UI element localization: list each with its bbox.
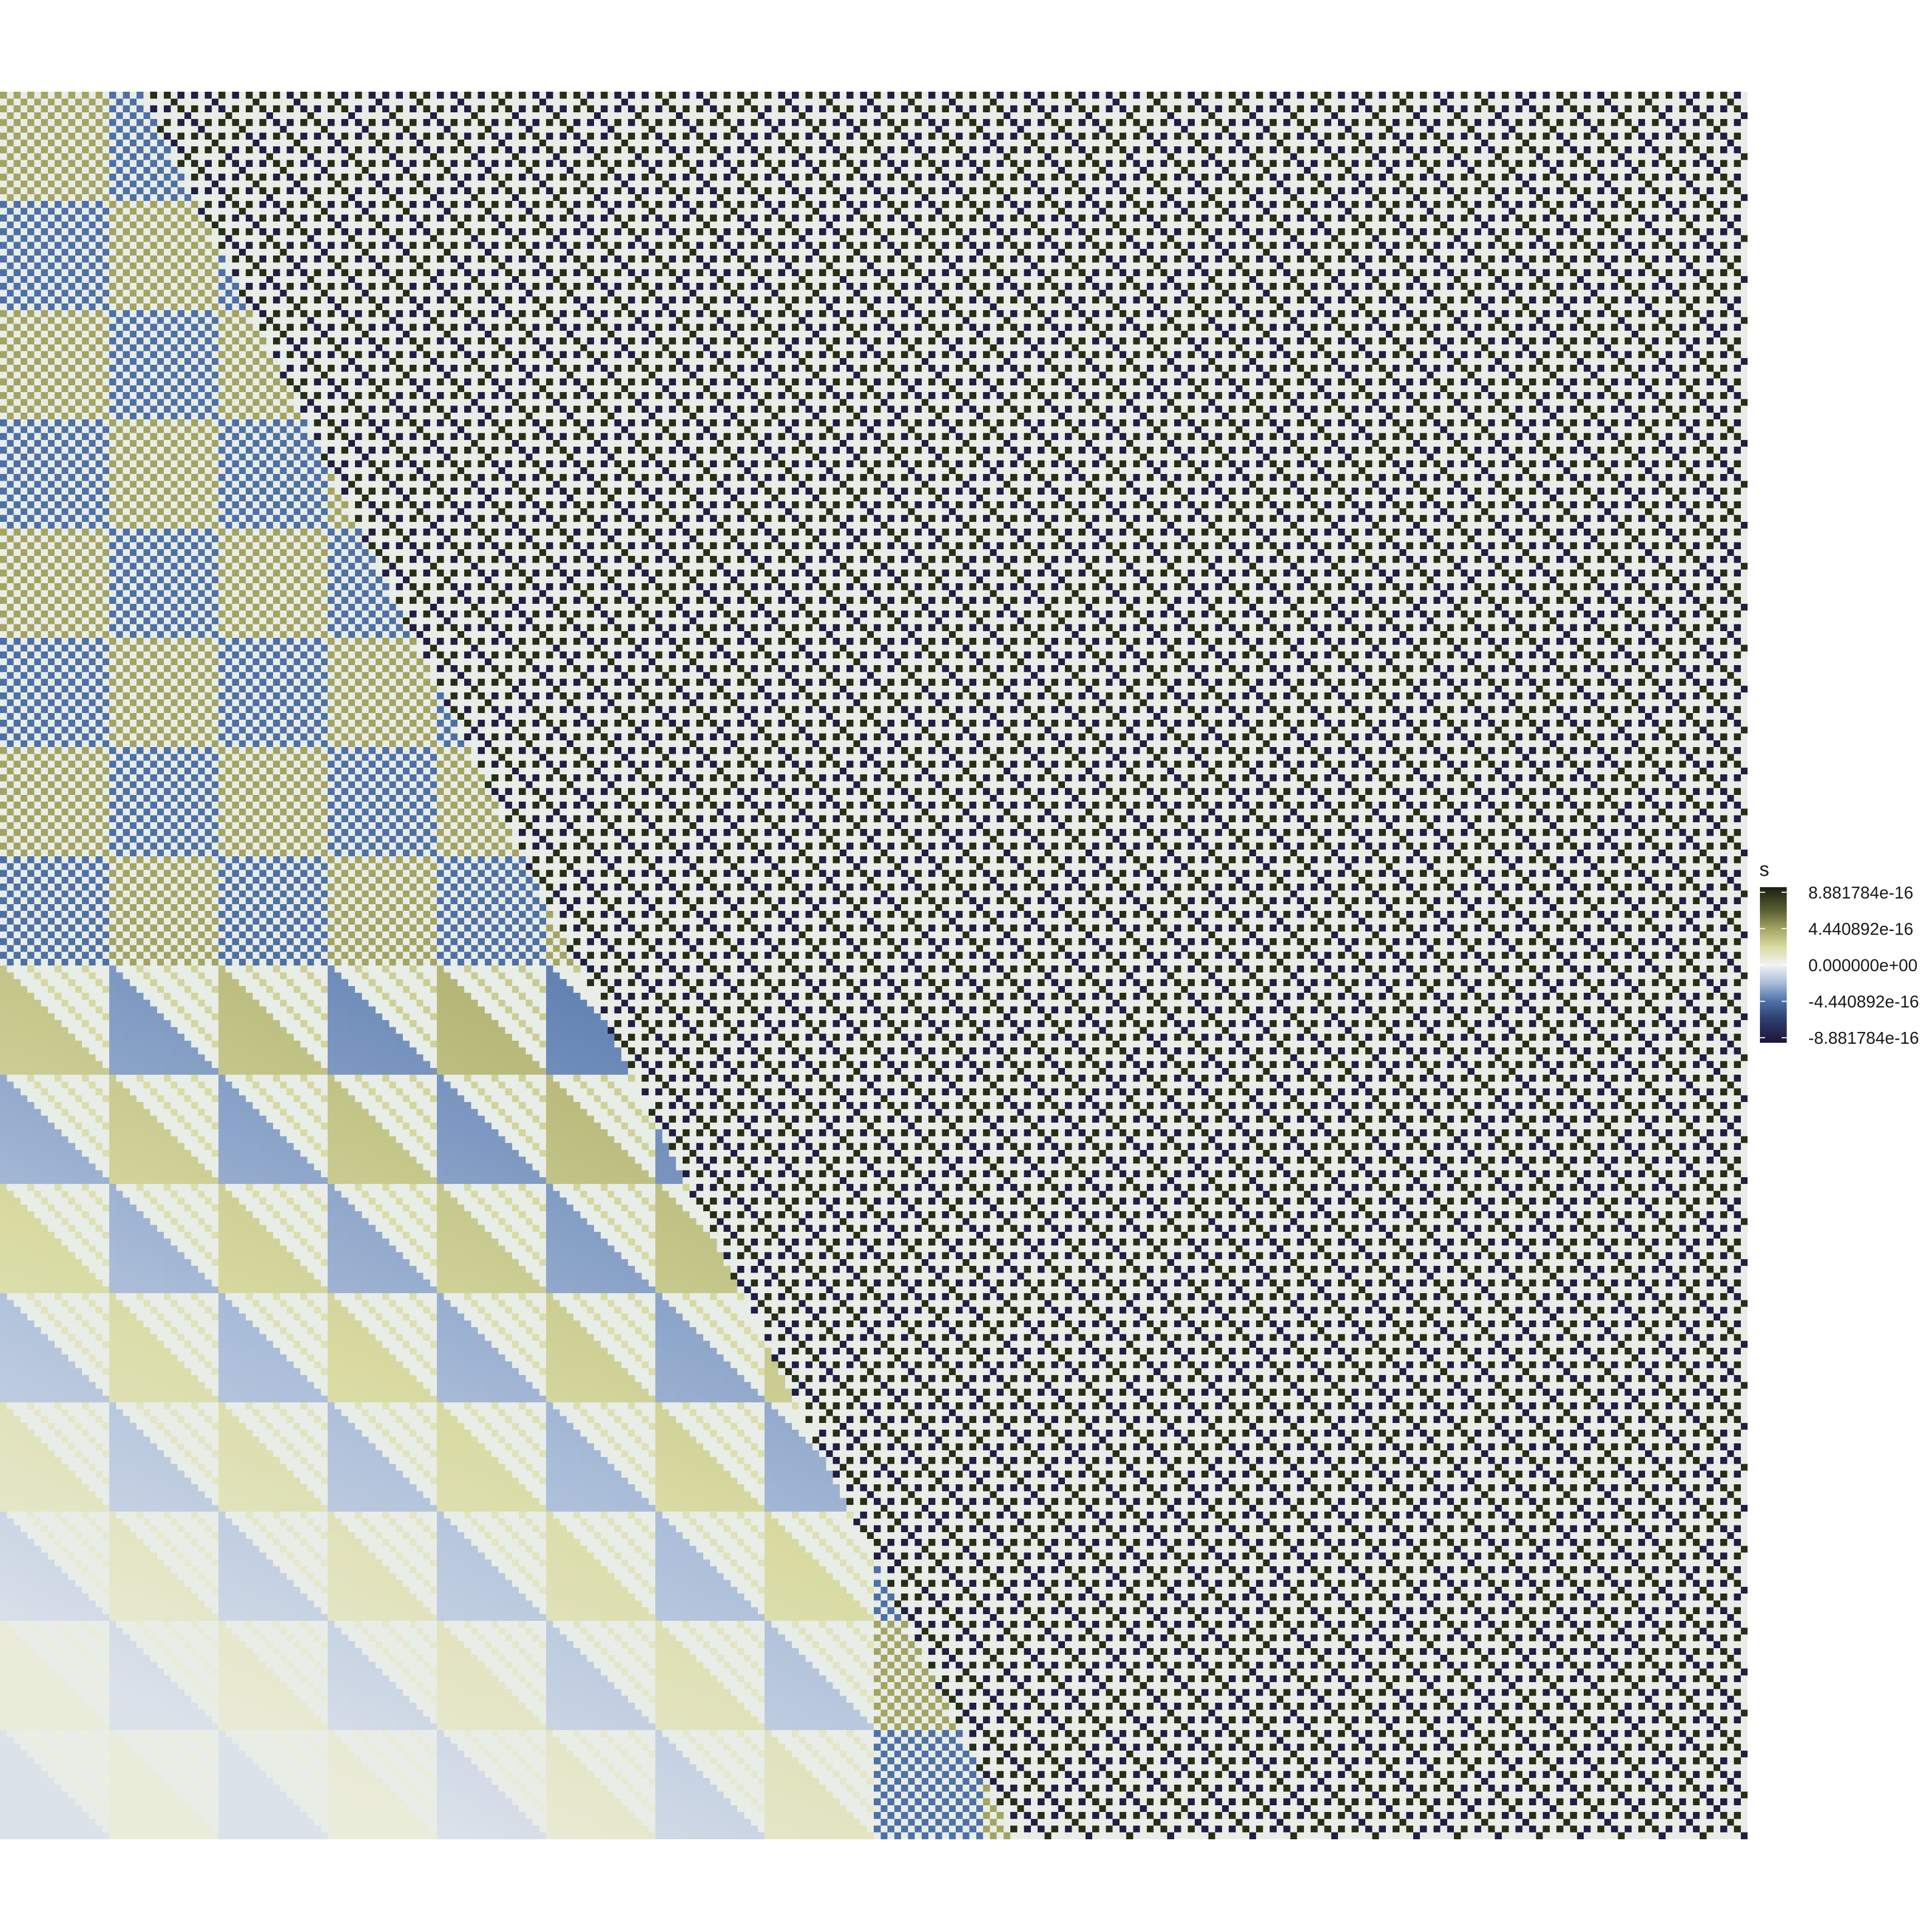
legend-ticks: 8.881784e-16 4.440892e-16 0.000000e+00 -4.4…	[1760, 883, 1919, 1047]
legend-tick-label: 8.881784e-16	[1808, 883, 1913, 902]
legend-title: s	[1759, 859, 1769, 880]
legend-tick-label: -4.440892e-16	[1808, 992, 1919, 1011]
legend: s 8.881784e-16 4.440892e-16 0.000000e+00 -4…	[1759, 859, 1919, 1047]
legend-tick-label: -8.881784e-16	[1808, 1028, 1919, 1047]
legend-tick-label: 0.000000e+00	[1808, 956, 1918, 975]
legend-tick-label: 4.440892e-16	[1808, 919, 1913, 938]
heatmap-panel	[0, 92, 1748, 1839]
heatmap-cells	[0, 92, 1748, 1839]
